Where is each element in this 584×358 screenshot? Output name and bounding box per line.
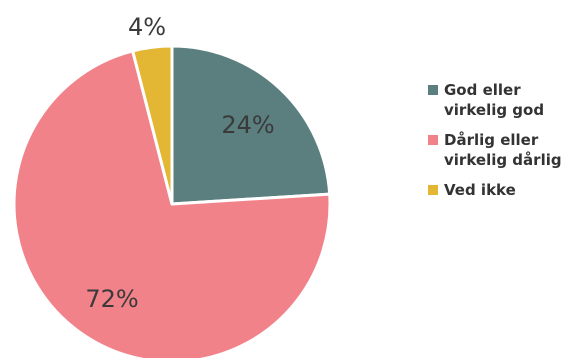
legend-item: Ved ikke (428, 180, 584, 200)
legend-swatch (428, 85, 438, 95)
slice-percent-label: 4% (128, 13, 166, 41)
legend-item: God eller virkelig god (428, 80, 584, 120)
legend-label: Ved ikke (444, 181, 516, 199)
slice-percent-label: 72% (85, 285, 138, 313)
legend-item: Dårlig eller virkelig dårlig (428, 130, 584, 170)
pie-slice (131, 44, 174, 206)
legend: God eller virkelig god Dårlig eller virke… (428, 80, 584, 210)
legend-label: God eller virkelig god (444, 81, 545, 119)
pie-slice (170, 44, 332, 206)
legend-swatch (428, 135, 438, 145)
legend-label: Dårlig eller virkelig dårlig (444, 131, 562, 169)
legend-swatch (428, 185, 438, 195)
slice-percent-label: 24% (221, 111, 274, 139)
